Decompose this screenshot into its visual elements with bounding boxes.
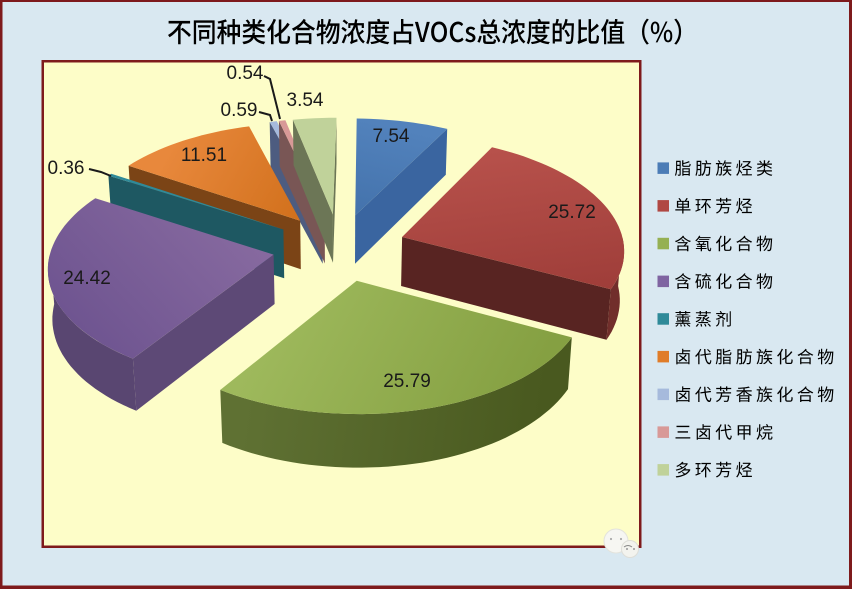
svg-text:0.59: 0.59 xyxy=(221,100,258,121)
svg-text:24.42: 24.42 xyxy=(63,268,111,289)
svg-text:0.36: 0.36 xyxy=(48,158,85,179)
svg-text:3.54: 3.54 xyxy=(287,90,324,111)
svg-text:7.54: 7.54 xyxy=(373,126,410,147)
svg-text:11.51: 11.51 xyxy=(181,145,227,166)
svg-text:0.54: 0.54 xyxy=(227,63,264,84)
svg-text:25.72: 25.72 xyxy=(548,202,596,223)
svg-text:25.79: 25.79 xyxy=(383,371,431,392)
